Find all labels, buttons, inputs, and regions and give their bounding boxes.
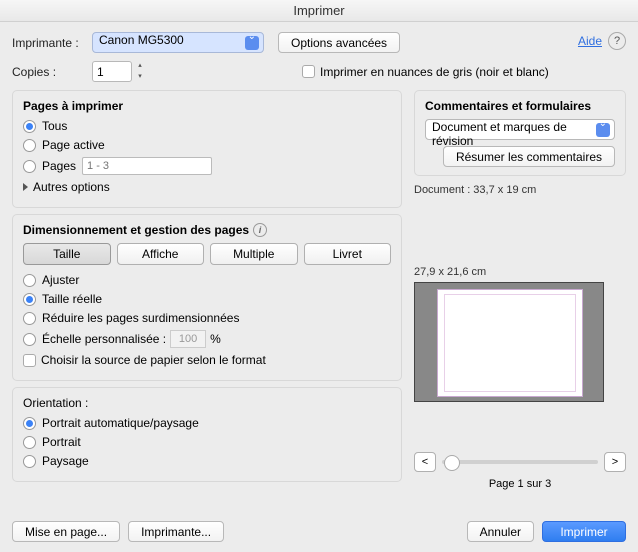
pages-all-radio[interactable] bbox=[23, 120, 36, 133]
help-link[interactable]: Aide bbox=[578, 34, 602, 48]
help-icon[interactable]: ? bbox=[608, 32, 626, 50]
disclosure-icon[interactable] bbox=[23, 183, 28, 191]
tab-poster[interactable]: Affiche bbox=[117, 243, 205, 265]
paper-size-label: 27,9 x 21,6 cm bbox=[414, 266, 626, 278]
window-title: Imprimer bbox=[0, 0, 638, 22]
fit-radio[interactable] bbox=[23, 274, 36, 287]
tab-multiple[interactable]: Multiple bbox=[210, 243, 298, 265]
fit-label: Ajuster bbox=[42, 273, 79, 287]
stepper-arrows-icon[interactable]: ▴▾ bbox=[133, 61, 147, 82]
tab-size[interactable]: Taille bbox=[23, 243, 111, 265]
orient-auto-label: Portrait automatique/paysage bbox=[42, 416, 199, 430]
percent-label: % bbox=[210, 332, 221, 346]
sizing-heading-text: Dimensionnement et gestion des pages bbox=[23, 223, 249, 237]
comments-select[interactable]: Document et marques de révision bbox=[425, 119, 615, 140]
summarize-comments-button[interactable]: Résumer les commentaires bbox=[443, 146, 615, 167]
pages-all-label: Tous bbox=[42, 119, 67, 133]
pages-panel: Pages à imprimer Tous Page active Pages … bbox=[12, 90, 402, 208]
pages-heading: Pages à imprimer bbox=[23, 99, 391, 113]
grayscale-label: Imprimer en nuances de gris (noir et bla… bbox=[320, 65, 549, 79]
shrink-radio[interactable] bbox=[23, 312, 36, 325]
pages-current-label: Page active bbox=[42, 138, 105, 152]
comments-panel: Commentaires et formulaires Document et … bbox=[414, 90, 626, 176]
pages-range-radio[interactable] bbox=[23, 160, 36, 173]
copies-label: Copies : bbox=[12, 65, 92, 79]
sizing-heading: Dimensionnement et gestion des pages i bbox=[23, 223, 391, 237]
orient-portrait-radio[interactable] bbox=[23, 436, 36, 449]
orient-landscape-radio[interactable] bbox=[23, 455, 36, 468]
print-button[interactable]: Imprimer bbox=[542, 521, 626, 542]
orientation-heading: Orientation : bbox=[23, 396, 391, 410]
advanced-options-button[interactable]: Options avancées bbox=[278, 32, 400, 53]
page-slider[interactable] bbox=[442, 460, 598, 464]
help-area: Aide ? bbox=[578, 32, 626, 50]
orient-landscape-label: Paysage bbox=[42, 454, 89, 468]
page-setup-button[interactable]: Mise en page... bbox=[12, 521, 120, 542]
preview-margins bbox=[444, 294, 576, 392]
custom-scale-input[interactable] bbox=[170, 330, 206, 348]
print-dialog: Imprimer Aide ? Imprimante : Canon MG530… bbox=[0, 0, 638, 552]
actual-label: Taille réelle bbox=[42, 292, 102, 306]
comments-heading: Commentaires et formulaires bbox=[425, 99, 615, 113]
printer-label: Imprimante : bbox=[12, 36, 92, 50]
copies-value: 1 bbox=[97, 65, 104, 79]
document-size-label: Document : 33,7 x 19 cm bbox=[414, 184, 626, 196]
page-preview bbox=[414, 282, 604, 402]
grayscale-checkbox[interactable] bbox=[302, 65, 315, 78]
preview-page bbox=[437, 289, 583, 397]
page-counter: Page 1 sur 3 bbox=[414, 478, 626, 490]
preview-area: Document : 33,7 x 19 cm 27,9 x 21,6 cm <… bbox=[414, 184, 626, 490]
printer-settings-button[interactable]: Imprimante... bbox=[128, 521, 224, 542]
custom-scale-radio[interactable] bbox=[23, 333, 36, 346]
cancel-button[interactable]: Annuler bbox=[467, 521, 534, 542]
sizing-tabs: Taille Affiche Multiple Livret bbox=[23, 243, 391, 265]
comments-select-value: Document et marques de révision bbox=[432, 120, 567, 148]
prev-page-button[interactable]: < bbox=[414, 452, 436, 472]
tab-booklet[interactable]: Livret bbox=[304, 243, 392, 265]
shrink-label: Réduire les pages surdimensionnées bbox=[42, 311, 239, 325]
pages-current-radio[interactable] bbox=[23, 139, 36, 152]
next-page-button[interactable]: > bbox=[604, 452, 626, 472]
pages-range-label: Pages bbox=[42, 159, 76, 173]
custom-scale-label: Échelle personnalisée : bbox=[42, 332, 166, 346]
printer-value: Canon MG5300 bbox=[99, 33, 184, 47]
orient-portrait-label: Portrait bbox=[42, 435, 81, 449]
orientation-panel: Orientation : Portrait automatique/paysa… bbox=[12, 387, 402, 482]
footer: Mise en page... Imprimante... Annuler Im… bbox=[12, 521, 626, 542]
pages-range-input[interactable] bbox=[82, 157, 212, 175]
more-options-label[interactable]: Autres options bbox=[33, 180, 110, 194]
copies-stepper[interactable]: 1 ▴▾ bbox=[92, 61, 132, 82]
orient-auto-radio[interactable] bbox=[23, 417, 36, 430]
info-icon[interactable]: i bbox=[253, 223, 267, 237]
choose-source-checkbox[interactable] bbox=[23, 354, 36, 367]
sizing-panel: Dimensionnement et gestion des pages i T… bbox=[12, 214, 402, 381]
actual-radio[interactable] bbox=[23, 293, 36, 306]
printer-select[interactable]: Canon MG5300 bbox=[92, 32, 264, 53]
choose-source-label: Choisir la source de papier selon le for… bbox=[41, 353, 266, 367]
